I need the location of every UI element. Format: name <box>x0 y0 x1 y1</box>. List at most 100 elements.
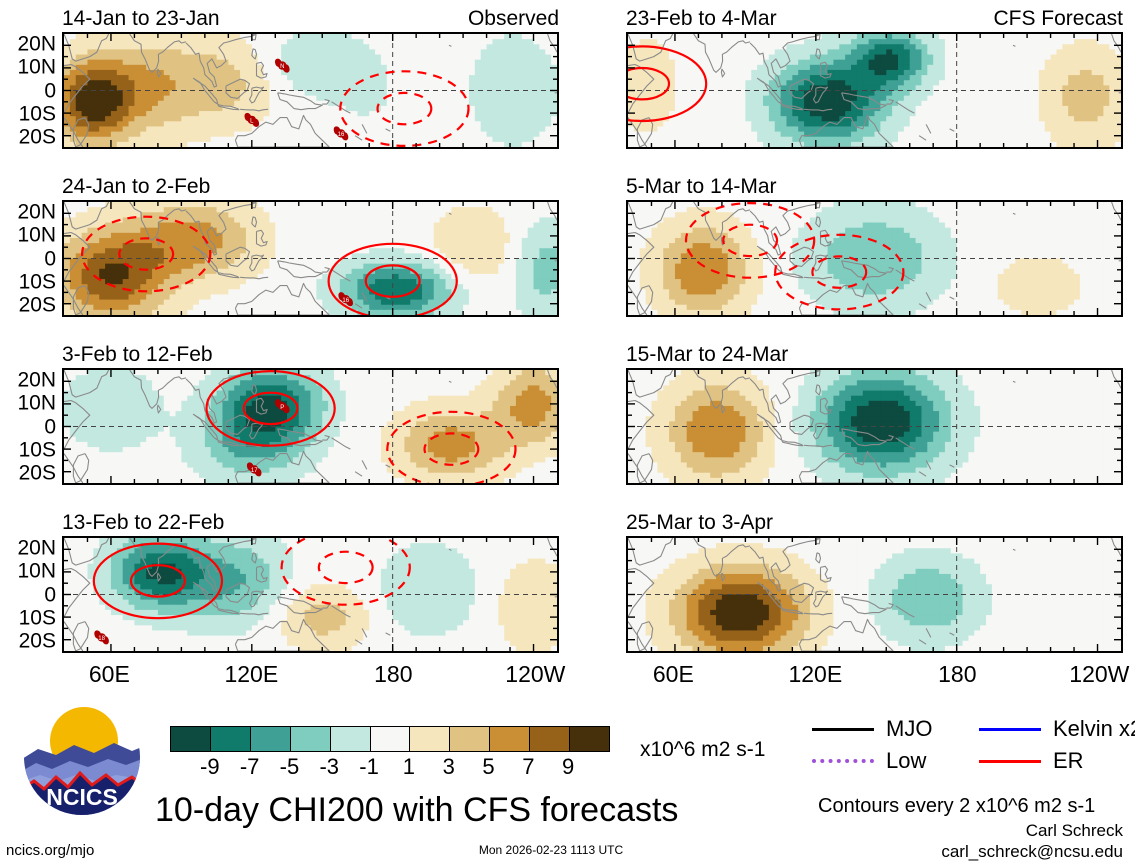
colorbar <box>170 726 610 752</box>
panel-title: 5-Mar to 14-Mar <box>626 176 777 197</box>
y-axis-tick: 0 <box>44 584 56 605</box>
x-axis-tick: 120E <box>224 663 278 686</box>
y-axis-tick: 20N <box>17 201 56 222</box>
panel-title: 24-Jan to 2-Feb <box>62 176 210 197</box>
y-axis-tick: 20N <box>17 537 56 558</box>
panel-column-header: Observed <box>468 8 559 29</box>
y-axis-tick: 0 <box>44 416 56 437</box>
colorbar-swatch <box>330 727 370 751</box>
map-panel: 25-Mar to 3-Apr <box>626 512 1123 653</box>
x-axis-tick: 120W <box>505 663 565 686</box>
timestamp: Mon 2026-02-23 1113 UTC <box>479 844 623 856</box>
map-panel: 15-Mar to 24-Mar <box>626 344 1123 485</box>
map-canvas <box>626 32 1123 149</box>
map-canvas: 18 <box>62 536 559 653</box>
y-axis-tick: 20N <box>17 33 56 54</box>
x-axis-tick: 180 <box>374 663 412 686</box>
y-axis-tick: 20N <box>17 369 56 390</box>
x-axis-tick: 60E <box>653 663 694 686</box>
map-field: 16 <box>64 202 557 315</box>
colorbar-units: x10^6 m2 s-1 <box>640 739 765 760</box>
y-axis-tick: 10N <box>17 57 56 78</box>
map-canvas: P 17 <box>62 368 559 485</box>
x-axis-tick: 60E <box>89 663 130 686</box>
legend-item-mjo: MJO <box>812 718 932 740</box>
colorbar-swatch <box>489 727 529 751</box>
cyclone-label: 18 <box>98 636 105 642</box>
legend-line-kelvin <box>979 728 1041 731</box>
contour-interval-note: Contours every 2 x10^6 m2 s-1 <box>818 796 1095 816</box>
cyclone-label: 17 <box>251 468 258 474</box>
cyclone-label: P <box>280 405 284 411</box>
legend-item-low: Low <box>812 750 926 772</box>
colorbar-tick: -9 <box>200 756 220 778</box>
wave-legend: MJO Kelvin x2 Low ER <box>812 712 1122 772</box>
colorbar-tick: -5 <box>280 756 300 778</box>
colorbar-swatch <box>529 727 569 751</box>
page-title: 10-day CHI200 with CFS forecasts <box>155 793 678 827</box>
map-field <box>628 34 1121 147</box>
colorbar-tick: -3 <box>319 756 339 778</box>
legend-label-kelvin: Kelvin x2 <box>1053 718 1135 740</box>
colorbar-tick: 9 <box>562 756 574 778</box>
panel-title: 23-Feb to 4-Mar <box>626 8 777 29</box>
cyclone-label: N <box>280 64 284 70</box>
legend-line-er <box>979 760 1041 763</box>
panel-title: 25-Mar to 3-Apr <box>626 512 773 533</box>
legend-line-low <box>812 759 874 763</box>
cyclone-label: 16 <box>342 298 349 304</box>
author-email: carl_schreck@ncsu.edu <box>941 841 1123 862</box>
map-panel: 5-Mar to 14-Mar <box>626 176 1123 317</box>
map-canvas <box>626 368 1123 485</box>
colorbar-swatch <box>250 727 290 751</box>
y-axis-tick: 10S <box>19 607 56 628</box>
y-axis-tick: 0 <box>44 248 56 269</box>
y-axis-tick: 10S <box>19 103 56 124</box>
colorbar-swatch <box>210 727 250 751</box>
legend-item-er: ER <box>979 750 1084 772</box>
legend-label-low: Low <box>886 750 926 772</box>
map-field <box>628 538 1121 651</box>
colorbar-swatch <box>290 727 330 751</box>
y-axis-tick: 10N <box>17 561 56 582</box>
map-field: 18 <box>64 538 557 651</box>
colorbar-tick: -7 <box>240 756 260 778</box>
y-axis-tick: 20S <box>19 127 56 148</box>
colorbar-tick: 1 <box>403 756 415 778</box>
logo-text: NCICS <box>46 784 118 810</box>
y-axis-tick: 10N <box>17 225 56 246</box>
y-axis-tick: 10S <box>19 439 56 460</box>
colorbar-tick: 7 <box>522 756 534 778</box>
x-axis-tick: 120E <box>788 663 842 686</box>
map-canvas: 16 <box>62 200 559 317</box>
legend-item-kelvin: Kelvin x2 <box>979 718 1135 740</box>
colorbar-swatch <box>370 727 410 751</box>
x-axis-tick: 120W <box>1069 663 1129 686</box>
colorbar-tick: 5 <box>482 756 494 778</box>
legend-label-er: ER <box>1053 750 1084 772</box>
colorbar-swatch <box>449 727 489 751</box>
cyclone-label: 16 <box>338 132 345 138</box>
y-axis-tick: 10N <box>17 393 56 414</box>
ncics-logo: NCICS <box>22 697 142 817</box>
panel-title: 3-Feb to 12-Feb <box>62 344 213 365</box>
map-canvas <box>626 200 1123 317</box>
panel-column-header: CFS Forecast <box>993 8 1123 29</box>
y-axis-tick: 20S <box>19 463 56 484</box>
map-field: P 17 <box>64 370 557 483</box>
legend-line-mjo <box>812 728 874 731</box>
map-panel: 23-Feb to 4-Mar CFS Forecast <box>626 8 1123 149</box>
colorbar-swatch <box>409 727 449 751</box>
map-field <box>628 202 1121 315</box>
colorbar-swatch <box>171 727 210 751</box>
map-canvas <box>626 536 1123 653</box>
